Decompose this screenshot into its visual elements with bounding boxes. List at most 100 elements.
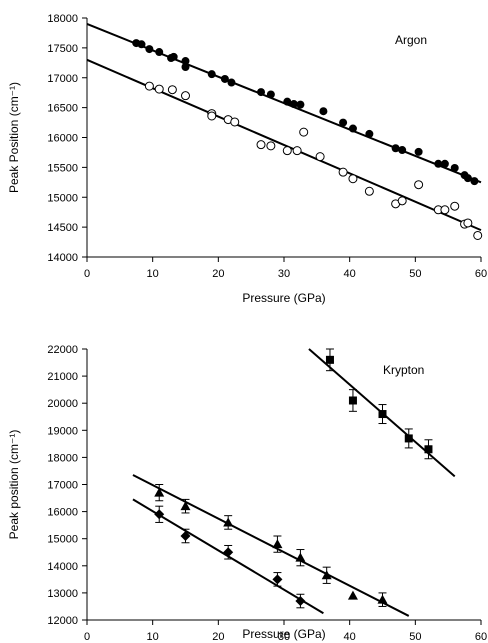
data-point [266, 141, 276, 151]
y-axis-title: Peak Position (cm⁻¹) [7, 82, 21, 193]
data-point [155, 48, 164, 57]
x-tick-label: 0 [84, 268, 90, 280]
y-tick-label: 20000 [47, 398, 78, 410]
data-point [364, 186, 374, 196]
data-point [180, 530, 191, 541]
data-point [397, 196, 407, 206]
y-tick-label: 18000 [47, 13, 78, 25]
chart-panel-1: 0 10 20 30 40 50 60 14000 14500 15000 15500 16000 16… [7, 13, 487, 305]
data-point [181, 62, 190, 71]
y-tick-label: 15000 [47, 192, 78, 204]
data-point [398, 146, 407, 155]
x-tick-label: 30 [278, 631, 290, 643]
data-point [181, 91, 190, 101]
data-point [167, 85, 177, 95]
data-point [223, 517, 234, 527]
y-tick-label: 16000 [47, 507, 78, 519]
data-point [338, 167, 348, 177]
data-point [463, 174, 472, 183]
x-tick-label: 0 [84, 631, 90, 643]
data-point [257, 88, 266, 97]
data-point [347, 590, 358, 600]
data-point [440, 205, 450, 215]
data-point [296, 100, 305, 109]
data-point [391, 144, 400, 153]
y-tick-label: 17500 [47, 43, 78, 55]
x-tick-label: 60 [475, 631, 487, 643]
data-point [144, 81, 154, 91]
chart-annotation: Argon [395, 33, 427, 47]
data-point [272, 574, 283, 585]
y-axis-title: Peak position (cm⁻¹) [7, 430, 21, 540]
x-tick-label: 50 [409, 631, 421, 643]
x-tick-label: 60 [475, 268, 487, 280]
y-tick-label: 14000 [47, 561, 78, 573]
data-point [470, 177, 479, 186]
data-point [180, 501, 191, 511]
y-tick-label: 14000 [47, 252, 78, 264]
y-tick-label: 17000 [47, 480, 78, 492]
data-point [348, 174, 358, 184]
data-point [434, 159, 443, 168]
data-point [230, 117, 240, 127]
x-axis-title: Pressure (GPa) [242, 291, 325, 305]
data-point [220, 74, 229, 83]
data-point [282, 146, 292, 156]
y-tick-label: 18000 [47, 452, 78, 464]
data-point [319, 107, 328, 116]
y-tick-label: 21000 [47, 371, 78, 383]
y-tick-label: 13000 [47, 588, 78, 600]
data-point [378, 410, 387, 419]
y-tick-label: 12000 [47, 615, 78, 627]
data-point [295, 552, 306, 562]
x-axis-title: Pressure (GPa) [242, 627, 325, 641]
data-point [404, 434, 413, 443]
data-point [473, 230, 483, 240]
data-point [348, 396, 357, 405]
x-tick-label: 10 [147, 631, 159, 643]
data-point [339, 118, 348, 127]
data-point [315, 152, 325, 162]
data-point [272, 539, 283, 549]
data-point [463, 218, 473, 228]
x-tick-label: 30 [278, 268, 290, 280]
y-tick-label: 15000 [47, 534, 78, 546]
fit-line [132, 474, 410, 617]
x-tick-label: 20 [212, 268, 224, 280]
data-point [181, 57, 190, 66]
data-point [292, 146, 302, 156]
y-tick-label: 15500 [47, 162, 78, 174]
data-point [321, 570, 332, 580]
data-point [295, 596, 306, 607]
y-tick-label: 16000 [47, 133, 78, 145]
y-tick-label: 19000 [47, 425, 78, 437]
data-point [348, 124, 357, 133]
chart-annotation: Krypton [383, 363, 424, 377]
x-tick-label: 40 [344, 631, 356, 643]
data-point [325, 355, 334, 364]
y-tick-label: 14500 [47, 222, 78, 234]
data-point [299, 127, 309, 137]
data-point [207, 111, 217, 121]
data-point [154, 509, 165, 520]
data-point [169, 52, 178, 61]
data-point [266, 90, 275, 99]
data-point [207, 70, 216, 79]
chart-panel-2: 0 10 20 30 40 50 60 12000 13000 14000 15000 16000 17… [7, 344, 487, 643]
data-point [223, 547, 234, 558]
data-point [414, 180, 424, 190]
data-point [424, 445, 433, 454]
data-point [440, 159, 449, 168]
data-point [414, 147, 423, 156]
data-point [289, 100, 298, 109]
data-point [145, 45, 154, 54]
y-tick-label: 17000 [47, 73, 78, 85]
x-tick-label: 10 [147, 268, 159, 280]
data-point [227, 78, 236, 87]
x-tick-label: 50 [409, 268, 421, 280]
data-point [365, 129, 374, 138]
data-point [450, 163, 459, 172]
y-tick-label: 16500 [47, 103, 78, 115]
data-point [450, 201, 460, 211]
